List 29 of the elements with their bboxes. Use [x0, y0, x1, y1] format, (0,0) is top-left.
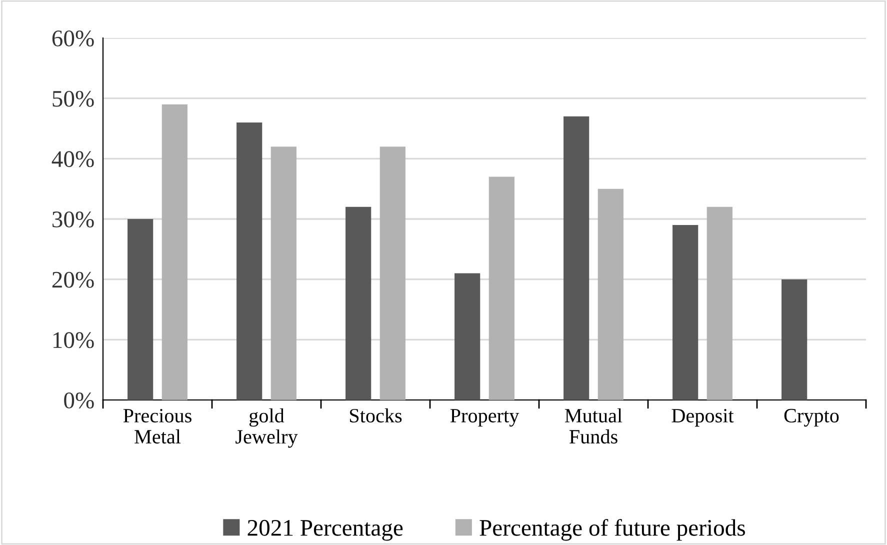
bar: [162, 104, 188, 400]
y-tick-label: 60%: [52, 30, 94, 46]
legend-label: Percentage of future periods: [480, 518, 745, 541]
bar: [346, 206, 372, 400]
bar: [270, 146, 296, 400]
x-tick-label: Deposit: [672, 408, 734, 427]
bar: [128, 219, 154, 400]
x-tick-label: Precious Metal: [123, 408, 192, 444]
x-tick-label: Crypto: [784, 408, 839, 427]
bar: [782, 279, 808, 400]
bar: [564, 116, 590, 400]
bar: [454, 273, 480, 400]
y-tick-label: 30%: [52, 211, 94, 228]
bar: [598, 188, 624, 400]
x-tick-label: gold Jewelry: [236, 408, 298, 448]
y-tick-label: 10%: [53, 332, 94, 348]
bar: [706, 206, 732, 400]
y-tick-label: 50%: [52, 90, 94, 107]
y-tick-label: 20%: [52, 272, 94, 288]
x-tick-label: Property: [450, 409, 520, 427]
legend-label: 2021 Percentage: [248, 520, 403, 541]
bar: [488, 176, 514, 400]
y-tick-label: 0%: [64, 392, 94, 408]
y-tick-label: 40%: [52, 151, 94, 168]
x-tick-label: Mutual Funds: [564, 408, 622, 444]
x-tick-label: Stocks: [350, 408, 402, 423]
bar: [380, 146, 406, 400]
bar: [236, 122, 262, 400]
bar: [672, 225, 698, 400]
